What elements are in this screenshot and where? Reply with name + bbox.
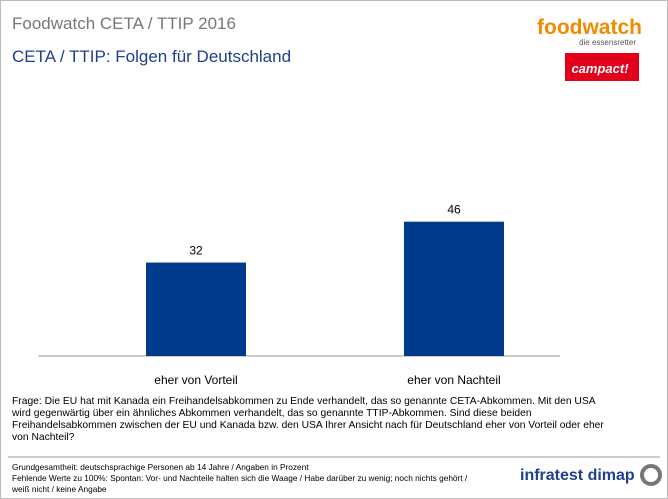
question-line: Frage: Die EU hat mit Kanada ein Freihan… <box>12 396 596 407</box>
category-label: eher von Vorteil <box>154 373 237 387</box>
footnote-line: Fehlende Werte zu 100%: Spontan: Vor- un… <box>12 473 468 483</box>
chart: 32 eher von Vorteil 46 eher von Nachteil <box>146 203 504 387</box>
value-label: 46 <box>447 203 461 217</box>
campact-logo-box <box>565 53 639 81</box>
foodwatch-tagline: die essensretter <box>579 38 636 47</box>
value-label: 32 <box>189 244 203 258</box>
bar <box>404 221 504 356</box>
question-line: Freihandelsabkommen zwischen der EU und … <box>12 420 604 431</box>
bar <box>146 262 246 356</box>
footnote-line: weiß nicht / keine Angabe <box>11 484 107 494</box>
title: Foodwatch CETA / TTIP 2016 <box>12 14 236 33</box>
infratest-logo: infratest dimap <box>520 467 635 484</box>
question-line: von Nachteil? <box>12 432 75 443</box>
subtitle: CETA / TTIP: Folgen für Deutschland <box>12 47 291 66</box>
footnote-line: Grundgesamtheit: deutschsprachige Person… <box>12 462 309 472</box>
foodwatch-logo: foodwatch <box>537 16 642 39</box>
question-line: wird gegenwärtig über ein ähnliches Abko… <box>11 408 532 419</box>
infratest-icon <box>640 464 662 486</box>
campact-logo: campact! <box>571 61 629 76</box>
notes: Frage: Die EU hat mit Kanada ein Freihan… <box>11 396 604 494</box>
category-label: eher von Nachteil <box>407 373 500 387</box>
